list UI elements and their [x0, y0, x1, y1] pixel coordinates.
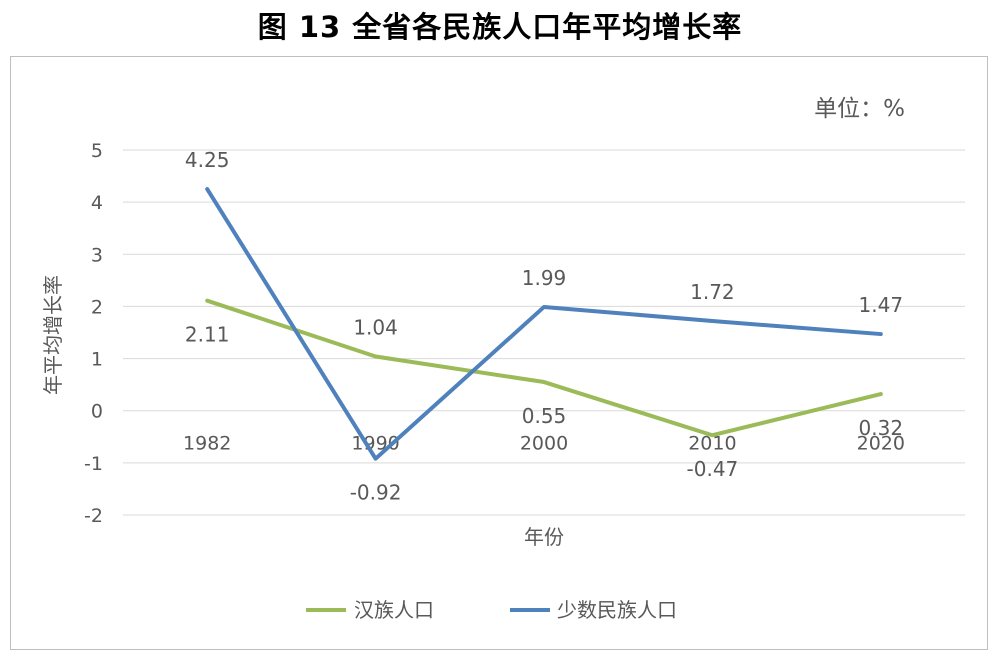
- series-line: [205, 298, 883, 438]
- legend-label: 汉族人口: [354, 598, 434, 622]
- y-tick-label: 3: [91, 244, 103, 266]
- legend-label: 少数民族人口: [557, 598, 677, 622]
- x-tick-label: 2000: [520, 433, 568, 455]
- data-label: 1.72: [690, 280, 735, 304]
- data-label: 1.04: [353, 315, 398, 339]
- x-axis-label: 年份: [524, 525, 564, 549]
- data-label: 0.32: [859, 416, 904, 440]
- series-lines: [205, 187, 883, 461]
- y-tick-label: 5: [91, 140, 103, 162]
- data-label: -0.47: [687, 457, 739, 481]
- unit-label: 单位：%: [814, 96, 905, 122]
- y-tick-label: -2: [84, 505, 103, 527]
- chart-frame: [10, 56, 988, 650]
- data-label: 1.99: [522, 266, 567, 290]
- data-label: 4.25: [185, 148, 230, 172]
- x-tick-label: 2020: [857, 433, 905, 455]
- data-label: 1.47: [859, 293, 904, 317]
- y-tick-labels: -2 -1 0 1 2 3 4 5: [84, 140, 103, 527]
- y-tick-label: 4: [91, 192, 103, 214]
- data-label: -0.92: [350, 481, 402, 505]
- y-tick-label: 2: [91, 296, 103, 318]
- chart-title: 图 13 全省各民族人口年平均增长率: [257, 10, 743, 44]
- y-tick-label: 0: [91, 401, 103, 423]
- data-labels: 2.11 1.04 0.55 -0.47 0.32 4.25 -0.92 1.99 1.72 1.…: [185, 148, 903, 505]
- data-label: 2.11: [185, 323, 230, 347]
- x-tick-labels: 1982 1990 2000 2010 2020: [183, 433, 905, 455]
- x-tick-label: 1982: [183, 433, 231, 455]
- y-tick-label: -1: [84, 453, 103, 475]
- legend: 汉族人口 少数民族人口: [306, 598, 677, 622]
- data-label: 0.55: [522, 404, 567, 428]
- x-tick-label: 2010: [688, 433, 736, 455]
- y-axis-label: 年平均增长率: [41, 275, 65, 395]
- series-line: [205, 187, 883, 461]
- y-tick-label: 1: [91, 349, 103, 371]
